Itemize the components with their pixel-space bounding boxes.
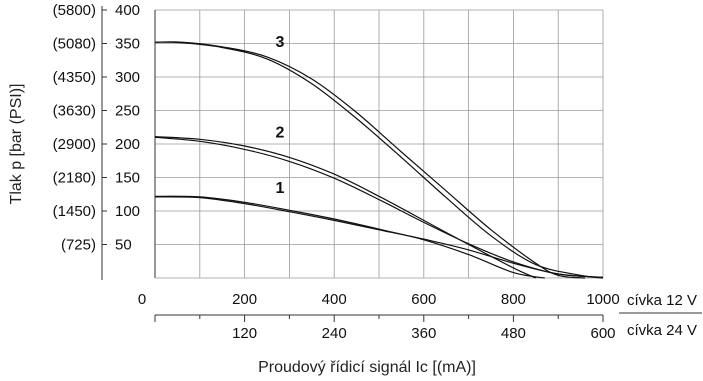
y-tick-label-bar: 50 [115,237,132,254]
x24-tick-label: 360 [411,325,436,342]
y-tick-label-psi: (1450) [53,203,96,220]
x-axis-title: Proudový řídicí signál Ic [(mA)] [258,359,476,376]
curve-label-2: 2 [275,124,284,141]
x24-tick-label: 240 [322,325,347,342]
x12-tick-label: 600 [411,291,436,308]
curves [154,41,604,279]
y-tick-label-bar: 400 [115,2,140,19]
x12-tick-label: 800 [501,291,526,308]
curve-label-1: 1 [275,180,284,197]
curve-1-lower [154,196,604,278]
y-tick-label-psi: (4350) [53,69,96,86]
y-tick-label-psi: (2900) [53,136,96,153]
y-tick-label-bar: 300 [115,69,140,86]
y-tick-label-bar: 150 [115,170,140,187]
y-tick-label-bar: 100 [115,203,140,220]
y-tick-label-bar: 350 [115,36,140,53]
y-tick-label-psi: (3630) [53,103,96,120]
y-tick-label-psi: (2180) [53,170,96,187]
x12-axis-label: cívka 12 V [627,292,697,309]
y-tick-label-psi: (5800) [53,2,96,19]
x12-tick-label: 200 [232,291,257,308]
x24-tick-label: 120 [232,325,257,342]
labels: 1 2 3 [275,34,284,197]
y-tick-label-bar: 200 [115,136,140,153]
y-tick-label-bar: 250 [115,103,140,120]
curve-3-lower [154,41,604,279]
y-axis-title: Tlak p [bar (PSI)] [8,84,25,205]
curve-2-upper [154,136,537,279]
y-tick-label-psi: (725) [61,237,96,254]
axes: 400(5800)350(5080)300(4350)250(3630)200(… [8,2,702,376]
y-tick-label-psi: (5080) [53,36,96,53]
curve-label-3: 3 [275,34,284,51]
x24-tick-label: 480 [501,325,526,342]
x24-tick-label: 600 [590,325,615,342]
curve-1-upper [154,195,545,279]
x12-tick-label: 400 [322,291,347,308]
x12-tick-label: 0 [138,291,146,308]
grid [155,9,604,278]
curve-2-lower [154,136,604,278]
x12-tick-label: 1000 [586,291,619,308]
x24-axis-label: cívka 24 V [627,322,697,339]
